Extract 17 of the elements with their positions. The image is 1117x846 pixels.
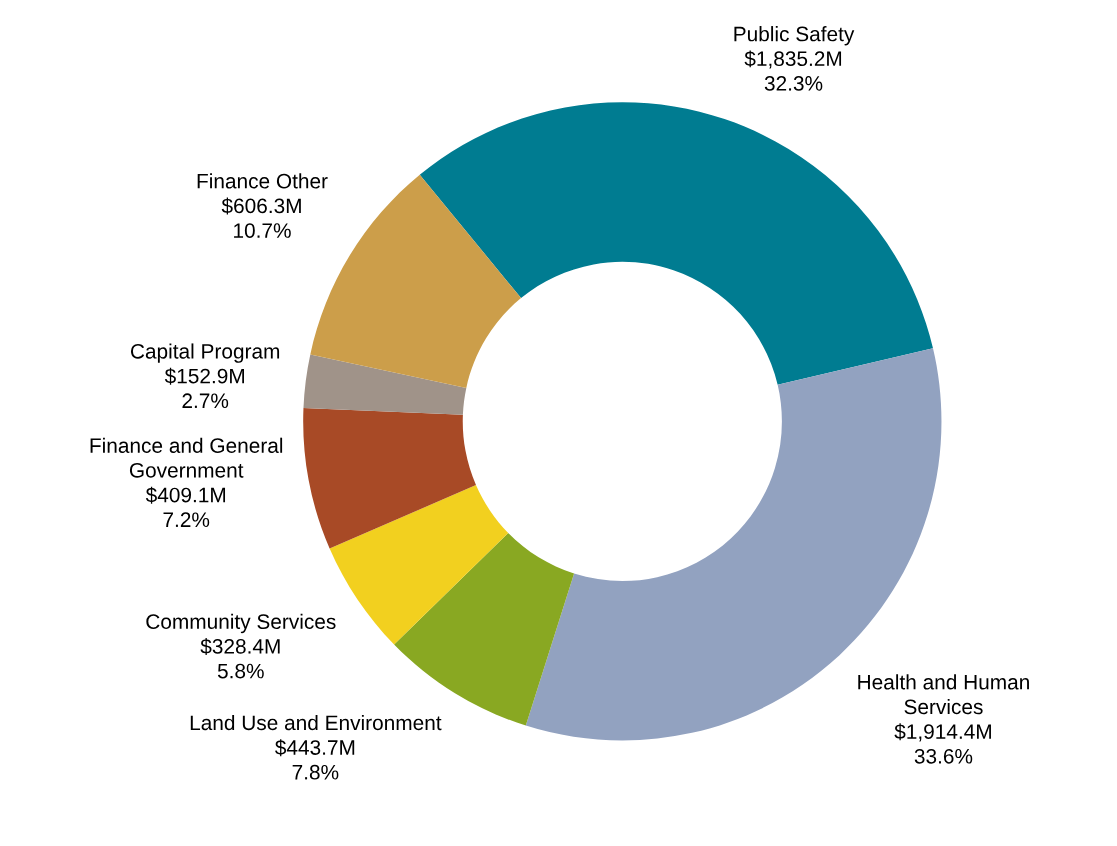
slice-label: Public Safety — [734, 26, 855, 46]
data-label: $1,835.2M 32.3% — [744, 50, 842, 91]
data-label: $606.3M 10.7% — [221, 197, 301, 238]
data-label: $328.4M 5.8% — [200, 638, 280, 679]
slice-label: Community Services — [146, 613, 336, 634]
donut-slice — [419, 102, 933, 385]
donut-slice — [303, 407, 476, 549]
slice-label: Health and Human Services — [858, 674, 1029, 715]
data-label: $1,914.4M 33.6% — [894, 723, 991, 764]
data-label: $152.9M 2.7% — [164, 367, 244, 409]
slice-label: Finance and General Government — [90, 437, 283, 478]
slice-label: Capital Program — [130, 343, 280, 363]
slice-label: Finance Other — [197, 173, 328, 189]
slice-label: Land Use and Environment — [190, 714, 442, 731]
data-label: $443.7M 7.8% — [275, 739, 355, 780]
data-label: $409.1M 7.2% — [145, 486, 226, 528]
donut-slice — [303, 354, 467, 415]
